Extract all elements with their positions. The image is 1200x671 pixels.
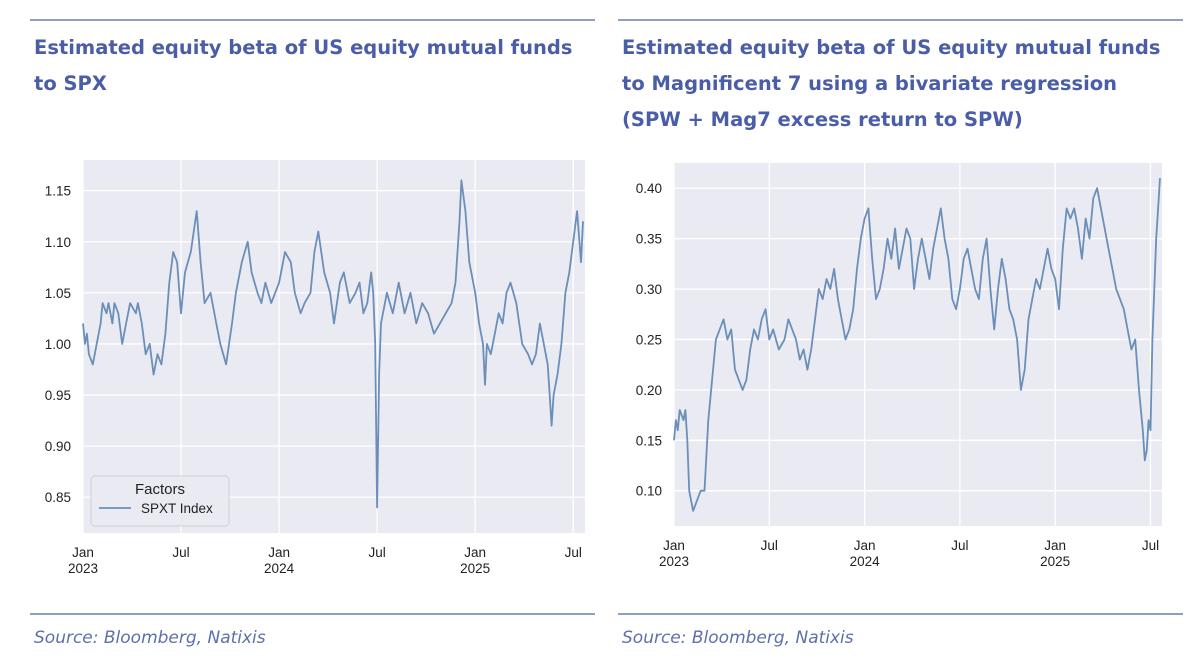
- x-tick-label: Jul: [1142, 538, 1159, 553]
- x-tick-label: Jan: [464, 545, 486, 560]
- plot-area: [674, 163, 1162, 526]
- source-note: Source: Bloomberg, Natixis: [622, 628, 854, 648]
- source-note: Source: Bloomberg, Natixis: [34, 628, 266, 648]
- plot-area: [83, 160, 585, 533]
- top-rule: [618, 19, 1183, 21]
- legend-entry: SPXT Index: [141, 501, 213, 516]
- x-tick-year-label: 2025: [1040, 554, 1070, 569]
- series-line: [82, 179, 584, 509]
- y-tick-label: 0.20: [636, 383, 662, 398]
- y-tick-label: 1.15: [45, 184, 71, 199]
- x-tick-year-label: 2023: [68, 561, 98, 576]
- y-tick-label: 0.15: [636, 433, 662, 448]
- bottom-rule: [618, 613, 1183, 615]
- legend-box: [90, 475, 230, 527]
- y-tick-label: 0.25: [636, 332, 662, 347]
- y-tick-label: 0.40: [636, 181, 662, 196]
- y-tick-label: 0.30: [636, 282, 662, 297]
- legend-title: Factors: [135, 481, 185, 498]
- top-rule: [30, 19, 595, 21]
- x-tick-label: Jul: [565, 545, 582, 560]
- x-tick-year-label: 2024: [264, 561, 295, 576]
- x-tick-year-label: 2025: [460, 561, 490, 576]
- x-tick-label: Jan: [1044, 538, 1066, 553]
- chart-title: Estimated equity beta of US equity mutua…: [34, 36, 573, 95]
- x-tick-label: Jul: [172, 545, 189, 560]
- chart-title: Estimated equity beta of US equity mutua…: [622, 36, 1161, 131]
- y-tick-label: 0.85: [45, 490, 71, 505]
- x-tick-label: Jan: [72, 545, 94, 560]
- x-tick-label: Jan: [663, 538, 685, 553]
- y-tick-label: 0.90: [45, 439, 71, 454]
- series-line: [673, 178, 1161, 512]
- left-panel: Estimated equity beta of US equity mutua…: [30, 0, 595, 671]
- x-tick-label: Jul: [951, 538, 968, 553]
- bottom-rule: [30, 613, 595, 615]
- y-tick-label: 0.35: [636, 232, 662, 247]
- x-tick-label: Jan: [268, 545, 290, 560]
- x-tick-label: Jul: [368, 545, 385, 560]
- y-tick-label: 0.10: [636, 484, 662, 499]
- y-tick-label: 1.10: [45, 235, 71, 250]
- x-tick-label: Jan: [854, 538, 876, 553]
- y-tick-label: 0.95: [45, 388, 71, 403]
- x-tick-year-label: 2023: [659, 554, 689, 569]
- x-tick-label: Jul: [761, 538, 778, 553]
- y-tick-label: 1.05: [45, 286, 71, 301]
- right-panel: Estimated equity beta of US equity mutua…: [618, 0, 1183, 671]
- x-tick-year-label: 2024: [850, 554, 881, 569]
- y-tick-label: 1.00: [45, 337, 71, 352]
